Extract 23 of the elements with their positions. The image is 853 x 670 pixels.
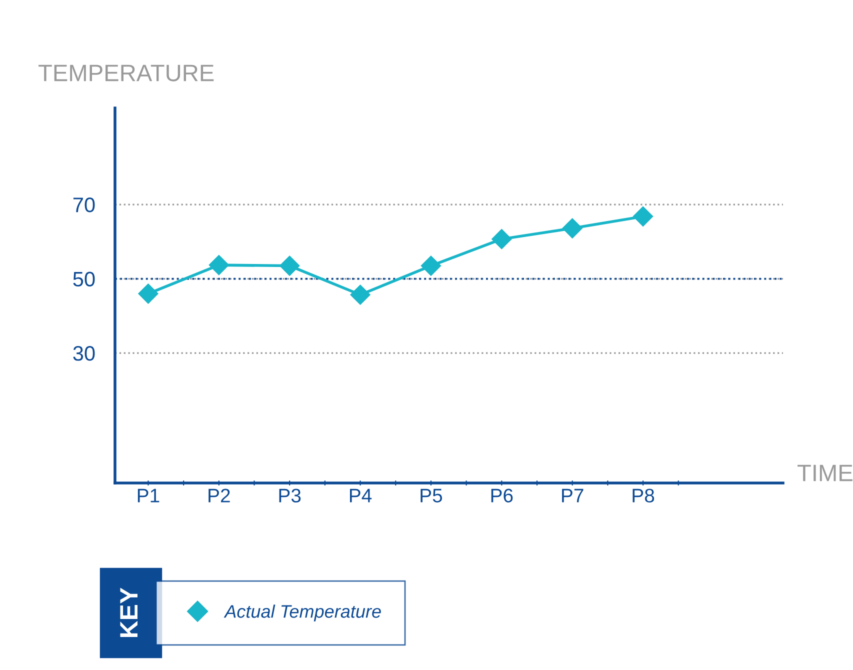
x-tick-label: P5 xyxy=(420,488,442,502)
x-tick-label: P4 xyxy=(350,488,372,502)
x-tick-label: P3 xyxy=(279,488,301,502)
x-tick-label: P2 xyxy=(208,488,230,502)
y-axis-title: TEMPERATURE xyxy=(38,64,214,82)
y-tick-label: 30 xyxy=(73,346,95,361)
legend-title: KEY xyxy=(120,588,138,638)
point xyxy=(208,254,230,276)
y-tick-label: 70 xyxy=(73,198,95,212)
point xyxy=(632,206,654,227)
point xyxy=(138,283,159,304)
x-tick-label: P6 xyxy=(491,488,513,502)
x-tick-label: P7 xyxy=(562,488,584,502)
x-tick-label: P1 xyxy=(138,488,160,502)
text: TIME xyxy=(798,464,852,482)
point xyxy=(420,255,442,276)
x-tick-label: P8 xyxy=(632,488,654,502)
y-tick-label: 50 xyxy=(73,272,95,287)
point xyxy=(491,228,512,250)
point xyxy=(279,255,300,276)
point xyxy=(562,218,583,239)
legend-label: Actual Temperature xyxy=(224,604,381,622)
point xyxy=(350,284,371,306)
